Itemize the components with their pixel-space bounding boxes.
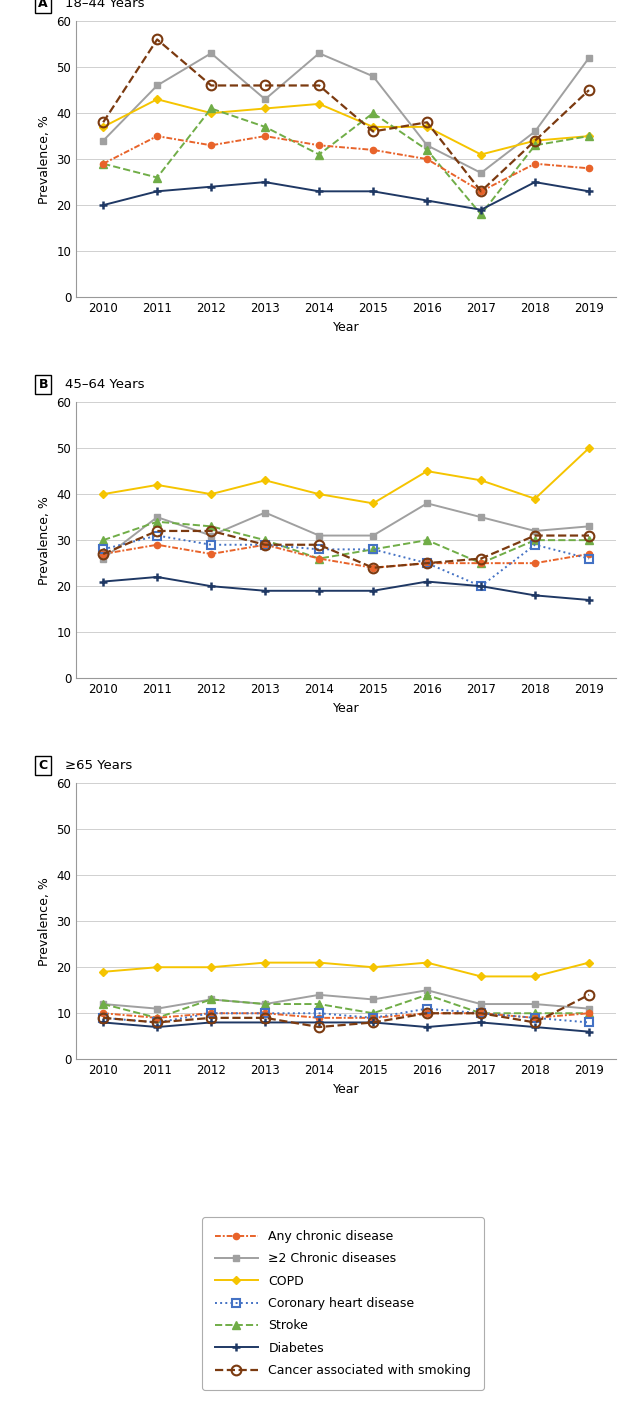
Y-axis label: Prevalence, %: Prevalence, % [38, 495, 51, 585]
Text: A: A [39, 0, 48, 10]
Y-axis label: Prevalence, %: Prevalence, % [38, 115, 51, 203]
X-axis label: Year: Year [333, 702, 359, 714]
Text: 45–64 Years: 45–64 Years [65, 377, 145, 391]
Legend: Any chronic disease, ≥2 Chronic diseases, COPD, Coronary heart disease, Stroke, : Any chronic disease, ≥2 Chronic diseases… [202, 1218, 484, 1390]
Text: 18–44 Years: 18–44 Years [65, 0, 145, 10]
Y-axis label: Prevalence, %: Prevalence, % [38, 877, 51, 965]
X-axis label: Year: Year [333, 320, 359, 334]
Text: B: B [39, 377, 48, 391]
X-axis label: Year: Year [333, 1083, 359, 1096]
Text: ≥65 Years: ≥65 Years [65, 759, 133, 772]
Text: C: C [39, 759, 48, 772]
